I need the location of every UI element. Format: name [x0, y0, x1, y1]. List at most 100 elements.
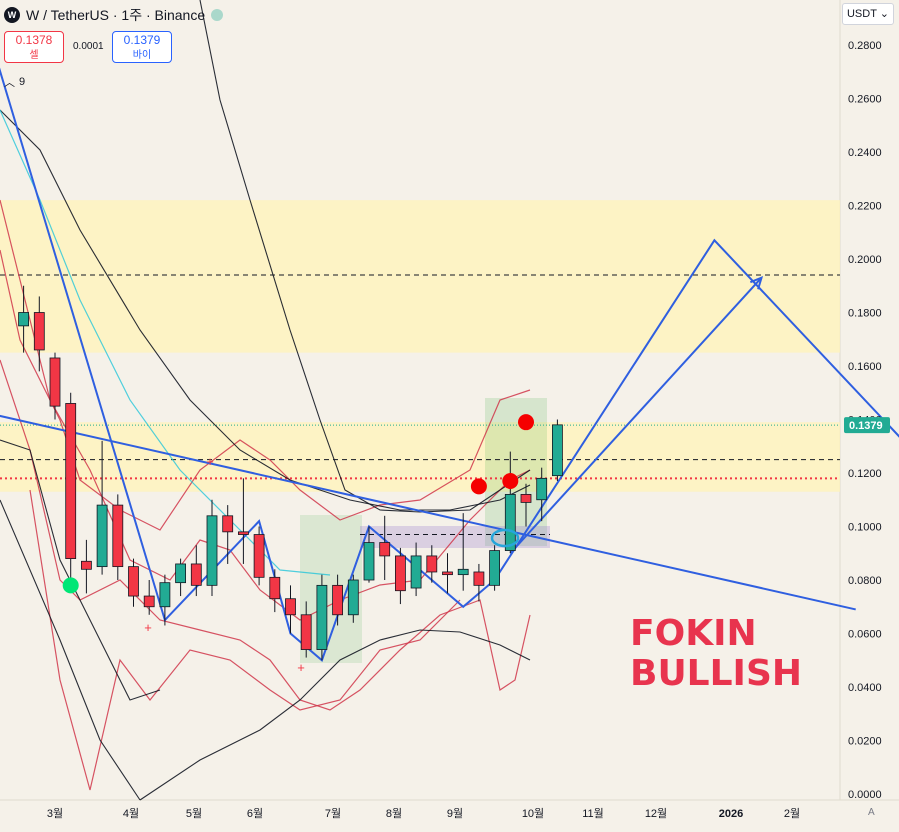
current-price-badge: [844, 417, 890, 434]
candle: [410, 542, 422, 597]
y-tick-label: 0.1800: [848, 308, 882, 320]
candle: [394, 547, 406, 605]
x-tick-label: 7월: [325, 807, 341, 820]
x-tick-label: 4월: [123, 807, 139, 820]
buy-button[interactable]: 0.1379 바이: [112, 31, 172, 63]
y-tick-label: 0.2800: [848, 40, 882, 52]
chart-annotation-text: FOKIN BULLISH: [630, 614, 802, 694]
candle: [489, 545, 501, 591]
accumulation-zone: [360, 526, 550, 548]
candle: [473, 563, 485, 602]
candle: [175, 558, 187, 597]
y-tick-label: 0.0000: [848, 789, 882, 801]
candle: [159, 574, 171, 626]
sell-signal-dot: [518, 414, 534, 431]
sell-signal-dot: [470, 478, 487, 495]
indicator-band: [0, 359, 531, 711]
symbol-title[interactable]: W / TetherUS · 1주 · Binance: [26, 7, 206, 23]
x-tick-label: 11월: [582, 807, 604, 820]
y-tick-label: 0.2000: [848, 254, 882, 266]
candle-body: [253, 534, 265, 578]
projection-arrow: [509, 277, 763, 554]
candle-body: [300, 614, 312, 650]
candle-body: [33, 312, 45, 351]
candle: [49, 352, 61, 420]
candle-body: [112, 504, 124, 568]
x-tick-label: 8월: [386, 807, 402, 820]
coin-logo-icon: W: [4, 7, 20, 23]
candle: [426, 545, 438, 583]
candle-body: [18, 312, 30, 327]
candle-body: [206, 515, 218, 586]
x-tick-label: 6월: [247, 807, 263, 820]
candle: [253, 526, 265, 586]
indicator-band: [0, 499, 141, 801]
candle-body: [473, 571, 485, 586]
annotation-line-2: BULLISH: [630, 653, 803, 694]
spread-value: 0.0001: [73, 41, 104, 52]
pivot-marker: +: [144, 620, 152, 635]
currency-label: USDT: [846, 8, 877, 20]
chevron-up-icon: ︿: [4, 77, 15, 89]
candle-body: [552, 424, 563, 477]
auto-scale-button[interactable]: A: [868, 807, 875, 818]
candle-body: [520, 493, 532, 503]
candle: [128, 558, 139, 607]
candle: [206, 499, 218, 597]
candle-body: [316, 584, 328, 650]
candle-body: [269, 576, 281, 600]
candle-body: [426, 555, 438, 573]
candle: [81, 539, 92, 594]
highlight-circle: [490, 528, 520, 548]
sell-button[interactable]: 0.1378 셀: [4, 31, 64, 63]
candle: [363, 526, 375, 583]
y-tick-label: 0.1600: [848, 361, 882, 373]
candle: [222, 505, 234, 564]
resistance-zone: [0, 422, 840, 492]
candle: [520, 483, 532, 527]
candle: [143, 580, 155, 615]
candle-body: [222, 515, 234, 533]
x-tick-label: 5월: [186, 807, 202, 820]
candle: [347, 574, 359, 623]
descending-trendline: [0, 414, 856, 611]
x-tick-label: 10월: [522, 807, 544, 820]
y-tick-label: 0.2600: [848, 94, 882, 106]
indicator-band: [199, 0, 531, 513]
candle-body: [457, 568, 469, 576]
candle: [457, 513, 469, 591]
candle: [190, 545, 202, 597]
buy-signal-dot: [62, 577, 79, 594]
indicator-band: [139, 629, 531, 801]
y-tick-label: 0.0200: [848, 736, 882, 748]
candle-body: [347, 579, 359, 616]
candle: [285, 585, 296, 634]
candle: [269, 569, 281, 613]
candle-body: [504, 493, 516, 551]
candle-body: [410, 555, 422, 589]
indicator-band: [0, 109, 531, 511]
candle-body: [96, 504, 108, 568]
annotation-line-1: FOKIN: [630, 613, 757, 654]
candle: [18, 285, 30, 353]
symbol-header[interactable]: W W / TetherUS · 1주 · Binance: [4, 5, 224, 25]
indicator-band: [29, 489, 461, 791]
market-open-dot-icon: [211, 9, 224, 21]
candle-body: [128, 566, 139, 597]
candle-body: [65, 403, 77, 560]
currency-selector[interactable]: USDT ⌄: [842, 3, 894, 25]
candle: [112, 494, 124, 580]
candle-body: [489, 550, 501, 586]
candle-body: [442, 571, 453, 576]
x-tick-label: 12월: [645, 807, 667, 820]
y-tick-label: 0.1200: [848, 468, 882, 480]
y-tick-label: 0.0800: [848, 575, 882, 587]
candle-body: [49, 357, 61, 407]
candle-body: [394, 555, 406, 592]
chevron-down-icon: ⌄: [879, 8, 890, 20]
indicators-toggle[interactable]: ︿ 9: [4, 74, 25, 90]
moving-average-line: [0, 109, 331, 576]
candle: [552, 419, 563, 482]
